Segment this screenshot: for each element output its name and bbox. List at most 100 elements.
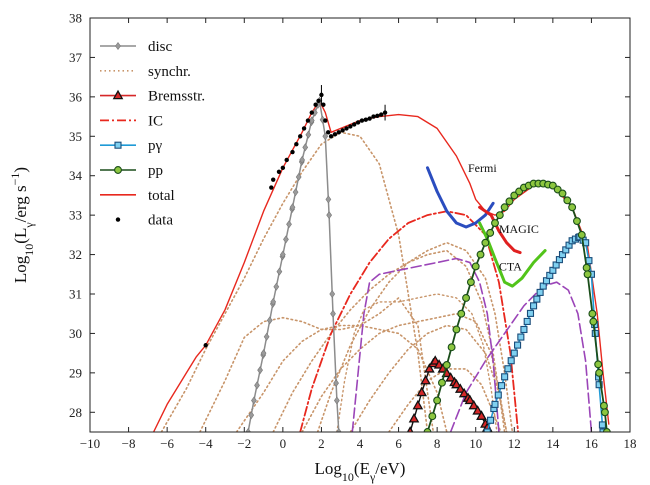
pgamma-marker	[595, 381, 603, 389]
brems-marker	[406, 426, 414, 432]
pp-marker	[476, 250, 485, 259]
x-tick-label: 4	[357, 436, 364, 451]
x-axis-title-part: /eV)	[375, 459, 405, 478]
legend-label-data: data	[148, 213, 173, 229]
synchr-curve	[199, 297, 435, 432]
brems-marker	[472, 405, 483, 415]
fermi-sensitivity-curve	[426, 166, 495, 229]
brems-marker	[451, 378, 462, 389]
disc-marker	[273, 282, 280, 291]
x-tick-label: 14	[546, 436, 560, 451]
x-tick-label: 0	[280, 436, 287, 451]
disc-marker	[251, 396, 257, 405]
data-point	[336, 130, 341, 135]
disc-marker	[302, 143, 309, 152]
pp-marker	[495, 211, 504, 220]
x-tick-label: −6	[160, 436, 174, 451]
data-point	[332, 132, 338, 137]
ic-curve	[336, 293, 498, 432]
pp-marker	[589, 317, 598, 326]
disc-marker	[322, 132, 329, 141]
brems-marker	[458, 387, 470, 398]
pp-marker	[600, 408, 609, 417]
pp-marker	[602, 428, 611, 432]
synchr-curve	[316, 241, 514, 432]
pp-marker	[558, 189, 567, 198]
brems-marker	[408, 413, 420, 423]
x-axis-title-part: Log	[315, 459, 343, 478]
y-tick-label: 36	[69, 89, 83, 104]
x-axis-title-part: (E	[354, 459, 370, 478]
disc-marker	[263, 332, 270, 341]
pp-marker	[568, 203, 577, 212]
brems-marker	[433, 359, 445, 369]
pp-marker	[582, 263, 591, 272]
x-axis-title-sub: 10	[342, 470, 354, 484]
data-point	[313, 102, 318, 107]
brems-marker	[468, 399, 480, 410]
data-point	[340, 128, 345, 133]
x-tick-label: 12	[508, 436, 521, 451]
legend-label-pp: pp	[148, 163, 163, 179]
legend-marker-pgamma	[114, 141, 122, 149]
fermi-label: Fermi	[468, 161, 497, 175]
disc-marker	[254, 381, 260, 390]
ic-curve	[449, 281, 593, 432]
data-point	[301, 126, 307, 131]
y-tick-label: 28	[69, 405, 82, 420]
brems-marker	[454, 383, 466, 393]
disc-marker	[308, 116, 315, 125]
legend-label-pgamma: pγ	[148, 138, 163, 154]
disc-marker	[279, 250, 286, 259]
data-point	[363, 117, 368, 122]
synchr-curve	[235, 324, 448, 432]
data-point	[352, 122, 357, 127]
data-point	[348, 124, 353, 129]
data-point	[379, 112, 384, 117]
disc-marker	[270, 297, 277, 306]
y-axis-title-sub: γ	[22, 222, 36, 229]
legend-marker-pp	[114, 166, 122, 174]
pp-marker	[457, 309, 466, 318]
pp-marker	[595, 368, 604, 377]
brems-marker	[420, 374, 431, 385]
y-tick-label: 30	[69, 326, 82, 341]
pgamma-marker	[533, 295, 541, 303]
brems-marker	[445, 372, 456, 382]
pgamma-marker	[494, 391, 502, 399]
disc-marker	[330, 309, 336, 318]
pp-marker	[452, 325, 461, 334]
legend: disc synchr. Bremsstr. IC pγ pp total data	[100, 39, 205, 229]
x-tick-label: 10	[469, 436, 482, 451]
data-point	[305, 118, 311, 123]
pp-marker	[588, 309, 597, 318]
pp-marker	[442, 361, 451, 369]
pp-marker	[594, 360, 603, 369]
x-tick-label: −8	[122, 436, 136, 451]
data-point	[323, 118, 328, 123]
pp-marker	[500, 203, 509, 212]
y-tick-label: 34	[69, 168, 83, 183]
x-tick-label: 18	[624, 436, 637, 451]
pp-marker	[505, 197, 514, 206]
y-tick-label: 29	[69, 365, 82, 380]
pp-marker	[481, 238, 490, 247]
y-axis-title-sup: −1	[8, 173, 22, 186]
disc-marker	[333, 379, 339, 388]
data-point	[269, 185, 274, 190]
pgamma-marker	[599, 428, 607, 432]
data-point	[298, 134, 303, 139]
disc-marker	[260, 349, 267, 358]
x-tick-label: 8	[434, 436, 441, 451]
pgamma-marker	[487, 416, 495, 424]
data-point	[203, 343, 208, 348]
pp-marker	[466, 278, 475, 287]
data-point	[367, 116, 372, 121]
disc-marker	[276, 267, 283, 276]
x-tick-label: 16	[585, 436, 599, 451]
data-point	[344, 126, 349, 131]
pp-marker	[491, 219, 499, 227]
data-point	[355, 120, 361, 125]
pgamma-marker	[536, 288, 544, 296]
